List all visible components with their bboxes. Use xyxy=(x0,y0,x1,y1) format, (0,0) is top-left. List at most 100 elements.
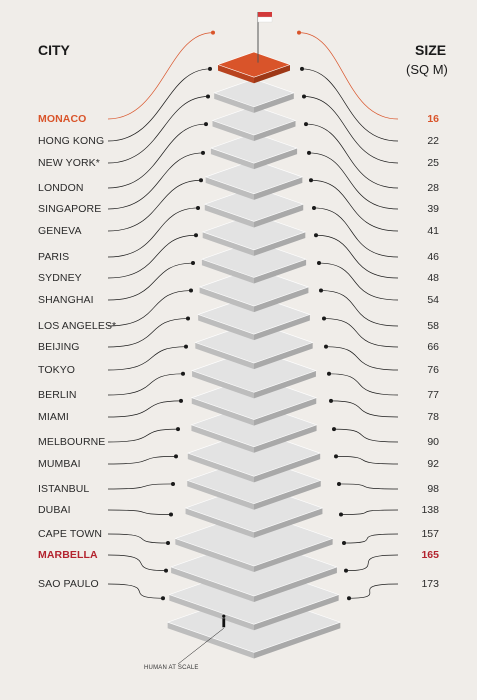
city-label: SHANGHAI xyxy=(38,294,94,306)
slab-side-left xyxy=(169,594,254,631)
connector-right xyxy=(308,152,399,210)
size-label: 165 xyxy=(421,549,439,561)
slab-top xyxy=(191,348,317,393)
connector-left xyxy=(107,179,202,232)
city-label: LOS ANGELES* xyxy=(38,320,117,332)
slab-side-left xyxy=(191,424,254,453)
connector-dot-right xyxy=(300,66,304,71)
slab-side-right xyxy=(254,424,317,453)
city-label: SYDNEY xyxy=(38,272,82,284)
size-label: 16 xyxy=(427,113,439,125)
connector-dot-right xyxy=(309,178,313,183)
connector-dot-right xyxy=(319,288,323,293)
connector-left xyxy=(107,32,214,120)
connector-dot-right xyxy=(304,122,308,127)
connector-right xyxy=(323,318,399,348)
connector-dot-left xyxy=(211,30,215,35)
slab-tokyo xyxy=(191,348,317,399)
slab-side-right xyxy=(254,231,306,256)
connector-left xyxy=(107,373,184,396)
slab-side-right xyxy=(254,148,298,170)
size-label: 25 xyxy=(427,157,439,169)
size-label: 58 xyxy=(427,320,439,332)
slab-side-left xyxy=(212,120,254,142)
slab-side-left xyxy=(201,259,254,284)
connector-left xyxy=(107,234,197,279)
connector-dot-right xyxy=(342,541,346,546)
connector-right xyxy=(345,554,399,571)
size-label: 66 xyxy=(427,341,439,353)
slab-top xyxy=(198,267,310,307)
city-label: CAPE TOWN xyxy=(38,528,103,540)
slab-side-right xyxy=(254,64,290,84)
connector-left xyxy=(107,509,172,515)
size-label: 54 xyxy=(427,294,439,306)
connector-left xyxy=(107,346,187,371)
connector-right xyxy=(301,68,399,142)
city-label: BEIJING xyxy=(38,341,80,353)
slab-side-left xyxy=(214,92,254,113)
city-label: SAO PAULO xyxy=(38,578,99,590)
slab-side-left xyxy=(210,148,254,170)
slab-top xyxy=(201,213,307,251)
slab-side-left xyxy=(202,231,254,256)
connector-left xyxy=(107,400,182,418)
city-label: HONG KONG xyxy=(38,135,105,147)
slab-side-right xyxy=(254,480,321,510)
size-label: 138 xyxy=(421,504,439,516)
slab-top xyxy=(200,240,308,278)
city-label: MELBOURNE xyxy=(38,436,106,448)
slab-side-right xyxy=(254,370,316,399)
connector-dot-left xyxy=(208,66,212,71)
size-label: 39 xyxy=(427,203,439,215)
slab-side-right xyxy=(254,538,333,573)
slab-top xyxy=(209,132,299,164)
slab-top xyxy=(194,321,314,364)
connector-dot-left xyxy=(171,481,175,486)
connector-left xyxy=(107,123,207,189)
slab-top xyxy=(186,429,322,477)
slab-dubai xyxy=(174,510,334,573)
size-label: 77 xyxy=(427,389,439,401)
connector-dot-left xyxy=(204,122,208,127)
slab-side-right xyxy=(254,259,307,284)
slab-side-right xyxy=(254,453,321,483)
city-label: BERLIN xyxy=(38,389,77,401)
slab-side-left xyxy=(195,342,254,370)
slab-side-left xyxy=(187,453,254,483)
city-label: DUBAI xyxy=(38,504,71,516)
slab-side-left xyxy=(204,204,254,228)
connector-dot-left xyxy=(174,454,178,459)
slab-side-left xyxy=(199,287,254,313)
size-label: 98 xyxy=(427,483,439,495)
slab-melbourne xyxy=(186,429,322,483)
slab-monaco xyxy=(217,51,291,84)
slab-side-left xyxy=(198,314,254,341)
connector-right xyxy=(343,533,399,544)
slab-side-right xyxy=(254,314,310,341)
connector-right xyxy=(325,346,399,371)
slab-side-right xyxy=(254,397,317,426)
slab-hong-kong xyxy=(213,78,295,113)
connector-right xyxy=(335,456,399,465)
size-label: 28 xyxy=(427,182,439,194)
size-label: 92 xyxy=(427,458,439,470)
connector-left xyxy=(107,96,209,164)
slab-top xyxy=(174,510,334,567)
connector-dot-right xyxy=(297,30,301,35)
slab-side-right xyxy=(254,204,304,228)
flag-white xyxy=(257,16,273,23)
slab-side-left xyxy=(205,176,254,200)
slab-side-right xyxy=(254,507,323,538)
size-label: 157 xyxy=(421,528,439,540)
city-label: SINGAPORE xyxy=(38,203,102,215)
human-figure-body xyxy=(222,618,226,628)
city-label: LONDON xyxy=(38,182,84,194)
slab-new-york- xyxy=(211,105,297,142)
slab-side-right xyxy=(254,622,341,659)
connector-dot-left xyxy=(164,568,168,573)
size-unit: (SQ M) xyxy=(406,62,448,77)
city-label: GENEVA xyxy=(38,225,82,237)
connector-left xyxy=(107,583,164,599)
connector-right xyxy=(333,428,399,443)
